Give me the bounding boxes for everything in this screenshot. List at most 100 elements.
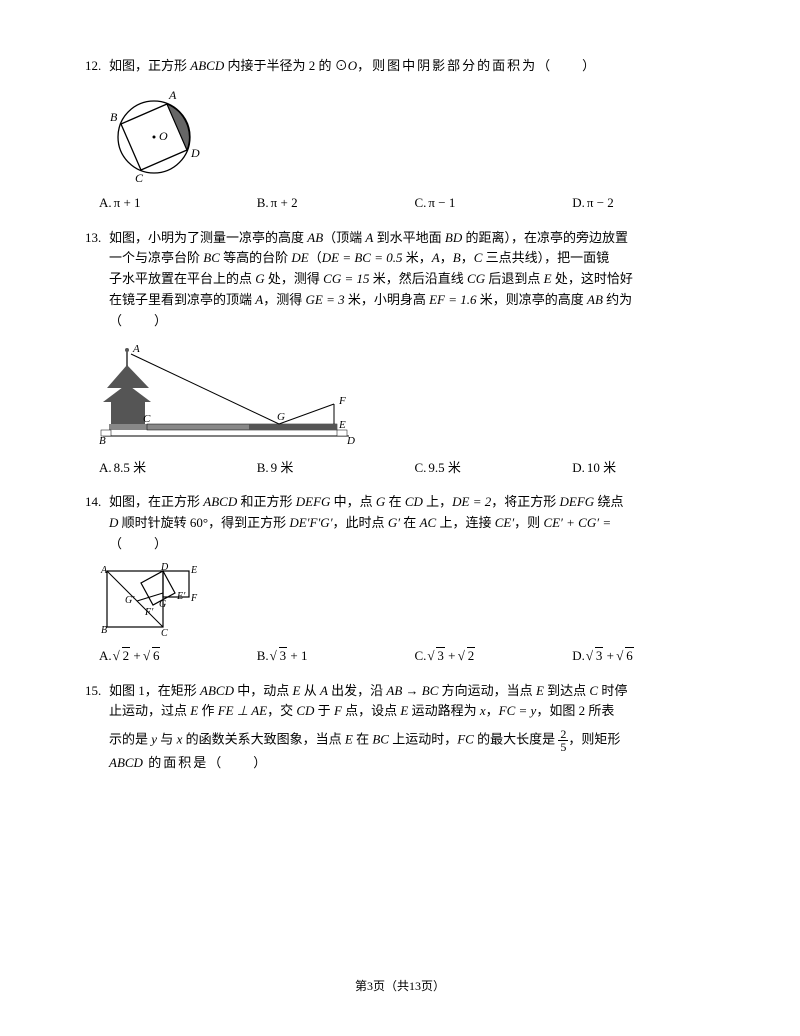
t: 出发，沿	[328, 683, 387, 698]
t: A	[320, 683, 328, 698]
t: DE = 2	[452, 494, 491, 509]
l: A.	[99, 195, 112, 210]
t: 顺时针旋转 60°，得到正方形	[118, 515, 289, 530]
t: CD	[405, 494, 423, 509]
q12-diagram: A B C D O	[99, 85, 730, 185]
t: E	[345, 732, 353, 747]
t: 米，	[403, 250, 432, 265]
t: ，则	[514, 515, 543, 530]
svg-text:B: B	[99, 435, 106, 447]
t: DEFG	[296, 494, 331, 509]
q12-opt-b: B.π + 2	[257, 193, 415, 214]
v: π + 1	[114, 195, 141, 210]
t: ABCD	[200, 683, 234, 698]
t: O	[348, 58, 357, 73]
t: ，则矩形	[568, 732, 620, 747]
t: ，	[486, 703, 499, 718]
t: 和正方形	[237, 494, 296, 509]
t: C	[589, 683, 598, 698]
q12-text: 如图，正方形 ABCD 内接于半径为 2 的 ⊙O，则图中阴影部分的面积为（ ）	[109, 56, 730, 77]
svg-text:E: E	[338, 419, 346, 431]
t: 的距离），在凉亭的旁边放置	[462, 230, 628, 245]
t: 于	[314, 703, 334, 718]
t: 子水平放置在平台上的点	[109, 271, 255, 286]
l: B.	[257, 648, 269, 663]
r: 2	[467, 647, 476, 663]
q12-opt-d: D.π − 2	[572, 193, 730, 214]
total: 13	[409, 979, 421, 993]
l: D.	[572, 460, 585, 475]
q14-opt-d: D.3 + 6	[572, 646, 730, 667]
t: 一个与凉亭台阶	[109, 250, 203, 265]
t: AC	[420, 515, 437, 530]
l: C.	[415, 460, 427, 475]
q15-text: 如图 1，在矩形 ABCD 中，动点 E 从 A 出发，沿 AB → BC 方向…	[109, 681, 730, 774]
t: 从	[300, 683, 320, 698]
svg-text:C: C	[135, 171, 144, 185]
t: FC	[457, 732, 474, 747]
t: 的函数关系大致图象，当点	[182, 732, 345, 747]
t: ，	[461, 250, 474, 265]
t: 中，动点	[234, 683, 293, 698]
t: 如图 1，在矩形	[109, 683, 200, 698]
v: 8.5 米	[114, 460, 147, 475]
r: 2	[122, 647, 131, 663]
q12-opt-a: A.π + 1	[99, 193, 257, 214]
t: 处，这时恰好	[552, 271, 633, 286]
q13-opt-d: D.10 米	[572, 458, 730, 479]
t: CG = 15	[323, 271, 369, 286]
svg-text:B: B	[101, 625, 107, 636]
t: BC	[203, 250, 220, 265]
t: E	[544, 271, 552, 286]
t: 上运动时，	[389, 732, 457, 747]
t: 方向运动，当点	[438, 683, 536, 698]
v: 9.5 米	[428, 460, 461, 475]
t: （ ）	[109, 313, 169, 328]
r: 6	[152, 647, 161, 663]
l: C.	[415, 195, 427, 210]
q14-opt-c: C.3 + 2	[415, 646, 573, 667]
t: B	[453, 250, 461, 265]
l: A.	[99, 648, 112, 663]
t: AB	[587, 292, 603, 307]
t: ABCD	[203, 494, 237, 509]
l: A.	[99, 460, 112, 475]
t: 页）	[421, 979, 445, 993]
q14-opt-a: A.2 + 6	[99, 646, 257, 667]
t: FE ⊥ AE	[218, 703, 267, 718]
t: 如图，在正方形	[109, 494, 203, 509]
t: CE′	[495, 515, 514, 530]
v: π − 2	[587, 195, 614, 210]
t: 页（共	[373, 979, 409, 993]
t: 米，小明身高	[345, 292, 430, 307]
t: 如图，小明为了测量一凉亭的高度	[109, 230, 307, 245]
svg-text:F: F	[190, 593, 198, 604]
t: DE	[291, 250, 308, 265]
q13-text: 如图，小明为了测量一凉亭的高度 AB（顶端 A 到水平地面 BD 的距离），在凉…	[109, 228, 730, 332]
t: 示的是	[109, 732, 151, 747]
t: ABCD	[109, 755, 143, 770]
t: E	[536, 683, 544, 698]
t: 作	[198, 703, 218, 718]
t: （顶端	[323, 230, 365, 245]
t: （	[309, 250, 322, 265]
svg-text:G′: G′	[125, 595, 135, 606]
t: G	[255, 271, 264, 286]
t: BD	[445, 230, 462, 245]
t: 上，连接	[436, 515, 495, 530]
l: D.	[572, 648, 585, 663]
q14-options: A.2 + 6 B.3 + 1 C.3 + 2 D.3 + 6	[99, 646, 730, 667]
q15-number: 15.	[85, 681, 109, 774]
l: B.	[257, 460, 269, 475]
q13-diagram: A B C G F E D	[99, 340, 730, 450]
t: ，测得	[263, 292, 305, 307]
t: ，	[440, 250, 453, 265]
v: π − 1	[428, 195, 455, 210]
r: 3	[595, 647, 604, 663]
t: ，此时点	[333, 515, 388, 530]
q13-opt-a: A.8.5 米	[99, 458, 257, 479]
t: A	[432, 250, 440, 265]
fraction: 25	[558, 728, 568, 753]
r: 6	[625, 647, 634, 663]
t: 点，设点	[342, 703, 401, 718]
